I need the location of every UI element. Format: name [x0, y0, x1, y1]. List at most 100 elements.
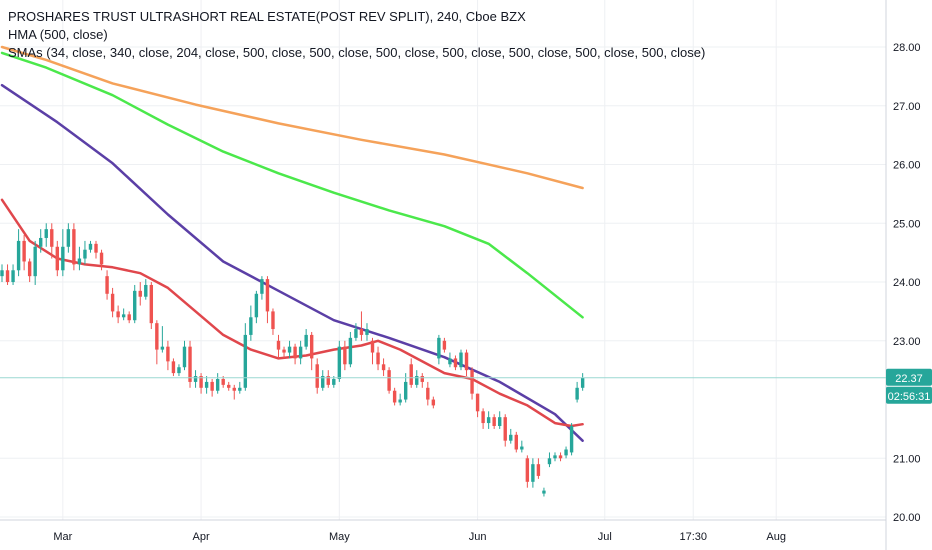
candle: [381, 358, 386, 377]
indicator-lines: [0, 45, 584, 442]
candle: [188, 340, 192, 388]
candle: [498, 411, 502, 429]
price-tag: 22.37 02:56:31: [886, 368, 932, 404]
y-tick-label: 23.00: [893, 336, 921, 348]
candle: [39, 229, 43, 253]
x-tick-label: Aug: [766, 531, 786, 543]
candle: [387, 367, 391, 394]
candle: [166, 340, 170, 371]
x-tick-label: Jul: [598, 531, 612, 543]
candle: [321, 370, 325, 391]
candle: [5, 264, 10, 285]
candle: [448, 352, 452, 368]
candle: [370, 337, 375, 365]
candle: [0, 264, 4, 283]
candle: [27, 258, 32, 283]
candle: [426, 381, 430, 406]
candle: [121, 308, 126, 321]
candle: [83, 240, 87, 265]
candle: [564, 446, 568, 459]
candle: [287, 340, 292, 359]
x-tick-label: Mar: [53, 531, 72, 543]
candle: [536, 458, 541, 479]
candle: [293, 343, 297, 365]
candle: [492, 414, 496, 429]
hma-line: [0, 83, 584, 442]
symbol-title: PROSHARES TRUST ULTRASHORT REAL ESTATE(P…: [8, 9, 526, 24]
candlesticks: [0, 223, 585, 497]
candle: [365, 323, 369, 341]
candle: [464, 349, 469, 377]
candle: [227, 381, 231, 391]
candle: [470, 367, 474, 400]
chart-legend: PROSHARES TRUST ULTRASHORT REAL ESTATE(P…: [8, 8, 705, 62]
grid-lines: [0, 0, 886, 520]
candle: [50, 223, 54, 259]
candle: [575, 381, 579, 403]
sma_red-line: [0, 198, 584, 428]
candle: [337, 340, 342, 382]
candle: [415, 370, 419, 388]
candle: [193, 370, 198, 388]
candle: [282, 346, 286, 359]
candle: [304, 329, 308, 350]
candle: [514, 431, 518, 453]
candle: [238, 381, 242, 394]
price-tag-value: 22.37: [895, 373, 923, 385]
candle: [348, 331, 353, 368]
candle: [61, 229, 65, 277]
candle: [72, 223, 76, 271]
candle: [99, 249, 104, 271]
candle: [343, 340, 347, 371]
x-tick-label: May: [329, 531, 350, 543]
y-axis-labels: 28.00 27.00 26.00 25.00 24.00 23.00 21.00 20.00: [893, 42, 921, 524]
hma-legend: HMA (500, close): [8, 27, 108, 42]
countdown-tag-box: [886, 386, 932, 404]
candle: [409, 358, 413, 388]
candle: [149, 282, 154, 330]
candle: [249, 305, 253, 341]
candle: [431, 396, 436, 409]
candle: [260, 276, 264, 300]
candle: [509, 428, 513, 444]
candle: [315, 358, 319, 394]
candle: [232, 384, 236, 400]
candle: [558, 452, 563, 462]
candle: [475, 393, 480, 418]
y-tick-label: 20.00: [893, 512, 921, 524]
candle: [171, 358, 176, 377]
candle: [94, 240, 98, 259]
price-tag-box: [886, 368, 932, 386]
candle: [133, 284, 137, 324]
candle: [580, 373, 585, 391]
candle: [398, 393, 402, 406]
y-tick-label: 27.00: [893, 101, 921, 113]
candle: [199, 373, 203, 394]
candle: [116, 305, 120, 324]
candle: [359, 311, 364, 341]
y-tick-label: 21.00: [893, 453, 921, 465]
candle: [547, 452, 552, 468]
candle: [177, 364, 181, 377]
candle: [11, 264, 15, 285]
x-axis-labels: Mar Apr May Jun Jul 17:30 Aug: [53, 531, 786, 543]
smas-legend: SMAs (34, close, 340, close, 204, close,…: [8, 45, 706, 60]
countdown-tag-value: 02:56:31: [888, 391, 931, 403]
candle: [144, 279, 148, 300]
candle: [155, 320, 159, 365]
candle: [298, 340, 303, 365]
candle: [16, 229, 21, 277]
candle: [22, 235, 26, 271]
y-tick-label: 28.00: [893, 42, 921, 54]
y-tick-label: 25.00: [893, 218, 921, 230]
candle: [453, 355, 458, 371]
x-tick-label: Jun: [469, 531, 487, 543]
candle: [520, 440, 524, 453]
candle: [542, 487, 546, 497]
candle: [459, 349, 463, 371]
candle: [243, 323, 248, 391]
candle: [88, 240, 93, 253]
candle: [481, 408, 485, 429]
candle: [210, 378, 214, 397]
